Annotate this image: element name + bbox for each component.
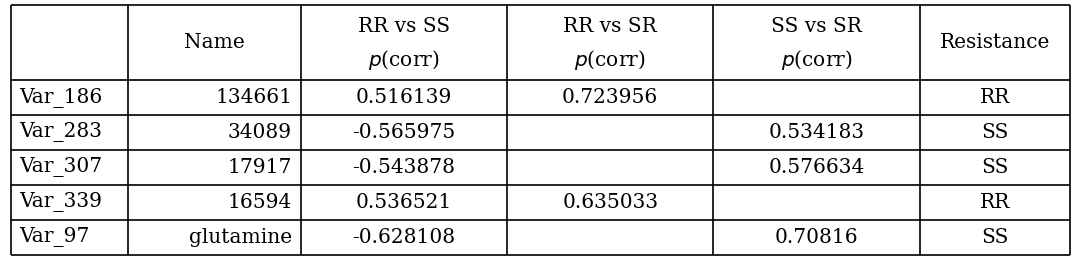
Text: RR vs SS: RR vs SS — [358, 17, 450, 36]
Text: 0.723956: 0.723956 — [562, 88, 658, 107]
Text: Var_307: Var_307 — [19, 158, 103, 177]
Text: 134661: 134661 — [215, 88, 292, 107]
Text: Var_339: Var_339 — [19, 192, 103, 212]
Text: -0.565975: -0.565975 — [352, 123, 455, 142]
Text: RR: RR — [979, 88, 1010, 107]
Text: glutamine: glutamine — [189, 228, 292, 247]
Text: 0.70816: 0.70816 — [775, 228, 858, 247]
Text: 0.516139: 0.516139 — [356, 88, 452, 107]
Text: RR vs SR: RR vs SR — [563, 17, 657, 36]
Text: 0.536521: 0.536521 — [356, 193, 452, 212]
Text: 34089: 34089 — [228, 123, 292, 142]
Text: SS: SS — [982, 228, 1009, 247]
Text: Name: Name — [184, 33, 244, 52]
Text: SS: SS — [982, 123, 1009, 142]
Text: Var_97: Var_97 — [19, 227, 90, 247]
Text: 0.534183: 0.534183 — [769, 123, 865, 142]
Text: -0.628108: -0.628108 — [352, 228, 455, 247]
Text: 17917: 17917 — [228, 158, 292, 177]
Text: -0.543878: -0.543878 — [352, 158, 455, 177]
Text: Var_283: Var_283 — [19, 122, 103, 142]
Text: Resistance: Resistance — [939, 33, 1050, 52]
Text: 0.576634: 0.576634 — [769, 158, 865, 177]
Text: 0.635033: 0.635033 — [562, 193, 658, 212]
Text: RR: RR — [979, 193, 1010, 212]
Text: $\it{p}$(corr): $\it{p}$(corr) — [780, 48, 852, 72]
Text: $\it{p}$(corr): $\it{p}$(corr) — [369, 48, 440, 72]
Text: SS: SS — [982, 158, 1009, 177]
Text: SS vs SR: SS vs SR — [771, 17, 862, 36]
Text: $\it{p}$(corr): $\it{p}$(corr) — [574, 48, 646, 72]
Text: 16594: 16594 — [228, 193, 292, 212]
Text: Var_186: Var_186 — [19, 88, 103, 108]
